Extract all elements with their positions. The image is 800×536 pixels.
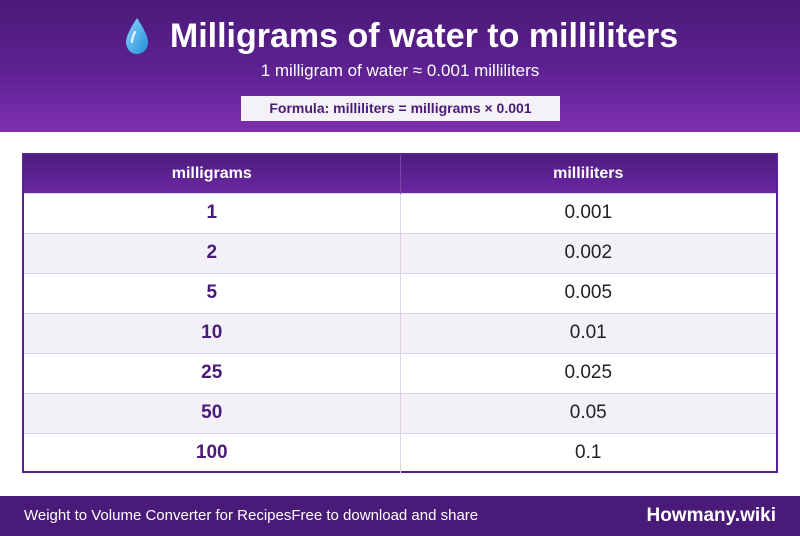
table-row: 10 0.01 bbox=[24, 312, 776, 353]
milliliters-cell: 0.001 bbox=[400, 192, 776, 233]
footer-share-label: Free to download and share bbox=[291, 507, 479, 524]
table-header-row: milligrams milliliters bbox=[24, 155, 776, 193]
formula-badge: Formula: milliliters = milligrams × 0.00… bbox=[241, 96, 560, 121]
page-title: Milligrams of water to milliliters bbox=[169, 17, 679, 55]
table-row: 1 0.001 bbox=[24, 192, 776, 233]
conversion-table: milligrams milliliters 1 0.001 2 0.002 5… bbox=[22, 153, 778, 473]
table-row: 2 0.002 bbox=[24, 232, 776, 273]
footer-bar: Weight to Volume Converter for RecipesFr… bbox=[0, 496, 800, 536]
milligrams-cell: 10 bbox=[24, 312, 401, 353]
page-subtitle: 1 milligram of water ≈ 0.001 milliliters bbox=[260, 61, 540, 80]
footer-caption: Weight to Volume Converter for RecipesFr… bbox=[24, 496, 478, 536]
table-row: 25 0.025 bbox=[24, 352, 776, 393]
milliliters-cell: 0.025 bbox=[400, 352, 776, 393]
milligrams-cell: 2 bbox=[24, 232, 401, 273]
milligrams-cell: 100 bbox=[24, 432, 401, 473]
table-row: 100 0.1 bbox=[24, 432, 776, 473]
table-row: 5 0.005 bbox=[24, 272, 776, 313]
milligrams-cell: 25 bbox=[24, 352, 401, 393]
milliliters-cell: 0.05 bbox=[400, 392, 776, 433]
milligrams-cell: 5 bbox=[24, 272, 401, 313]
column-header-milligrams: milligrams bbox=[24, 155, 401, 193]
milliliters-cell: 0.002 bbox=[400, 232, 776, 273]
brand-link[interactable]: Howmany.wiki bbox=[646, 505, 776, 526]
title-row: Milligrams of water to milliliters bbox=[0, 14, 800, 58]
table-row: 50 0.05 bbox=[24, 392, 776, 433]
milligrams-cell: 1 bbox=[24, 192, 401, 233]
milliliters-cell: 0.1 bbox=[400, 432, 776, 473]
header-banner: Milligrams of water to milliliters 1 mil… bbox=[0, 0, 800, 132]
column-header-milliliters: milliliters bbox=[553, 164, 624, 182]
milliliters-cell: 0.005 bbox=[400, 272, 776, 313]
milligrams-cell: 50 bbox=[24, 392, 401, 433]
footer-converter-label: Weight to Volume Converter for Recipes bbox=[24, 507, 292, 524]
milliliters-cell: 0.01 bbox=[400, 312, 776, 353]
water-drop-icon bbox=[125, 18, 148, 54]
